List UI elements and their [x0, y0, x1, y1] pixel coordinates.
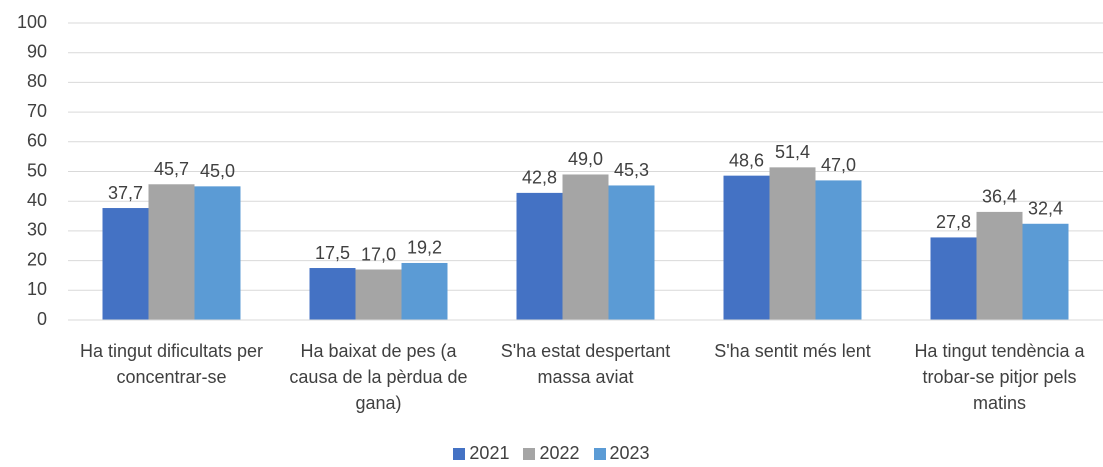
y-tick-label: 10 — [27, 279, 47, 299]
data-label: 45,3 — [614, 160, 649, 180]
bar — [930, 237, 977, 320]
bar — [102, 208, 149, 320]
data-label: 49,0 — [568, 149, 603, 169]
legend-item: 2023 — [593, 443, 650, 464]
bar — [148, 184, 195, 320]
x-tick-label: Ha baixat de pes (a causa de la pèrdua d… — [289, 341, 468, 413]
bar — [355, 269, 402, 320]
y-tick-label: 70 — [27, 101, 47, 121]
data-label: 37,7 — [108, 183, 143, 203]
legend-label: 2022 — [539, 443, 580, 463]
data-label: 17,5 — [315, 243, 350, 263]
bar — [562, 174, 609, 320]
data-label: 19,2 — [407, 238, 442, 258]
data-label: 45,7 — [154, 159, 189, 179]
y-tick-label: 40 — [27, 190, 47, 210]
y-tick-label: 80 — [27, 71, 47, 91]
bar — [976, 211, 1023, 320]
legend-item: 2021 — [453, 443, 509, 464]
y-tick-label: 20 — [27, 249, 47, 269]
data-label: 27,8 — [936, 212, 971, 232]
y-tick-label: 0 — [37, 309, 47, 329]
x-tick-label: Ha tingut dificultats per concentrar-se — [79, 341, 264, 387]
y-tick-label: 90 — [27, 41, 47, 61]
bar — [401, 262, 448, 320]
bar — [769, 167, 816, 320]
y-tick-label: 50 — [27, 160, 47, 180]
bar — [194, 186, 241, 320]
data-label: 51,4 — [775, 142, 810, 162]
legend-swatch — [523, 447, 536, 460]
data-label: 36,4 — [982, 187, 1017, 207]
y-tick-label: 30 — [27, 220, 47, 240]
data-label: 32,4 — [1028, 199, 1063, 219]
data-label: 42,8 — [522, 168, 557, 188]
data-label: 45,0 — [200, 161, 235, 181]
legend-label: 2023 — [609, 443, 650, 463]
legend: 2021 2022 2023 — [0, 443, 1103, 464]
legend-swatch — [593, 447, 606, 460]
data-label: 17,0 — [361, 244, 396, 264]
data-label: 48,6 — [729, 150, 764, 170]
y-tick-label: 60 — [27, 131, 47, 151]
bar — [608, 185, 655, 320]
bar — [516, 192, 563, 320]
legend-swatch — [453, 447, 466, 460]
legend-item: 2022 — [523, 443, 580, 464]
bar — [309, 268, 356, 320]
x-tick-label: S'ha sentit més lent — [714, 341, 871, 361]
bar — [723, 175, 770, 320]
legend-label: 2021 — [469, 443, 510, 463]
x-tick-label: S'ha estat despertant massa aviat — [500, 341, 671, 387]
data-label: 47,0 — [821, 155, 856, 175]
bar — [1022, 223, 1069, 320]
y-tick-label: 100 — [17, 12, 47, 32]
x-tick-label: Ha tingut tendència a trobar-se pitjor p… — [914, 341, 1085, 413]
bar — [815, 180, 862, 320]
